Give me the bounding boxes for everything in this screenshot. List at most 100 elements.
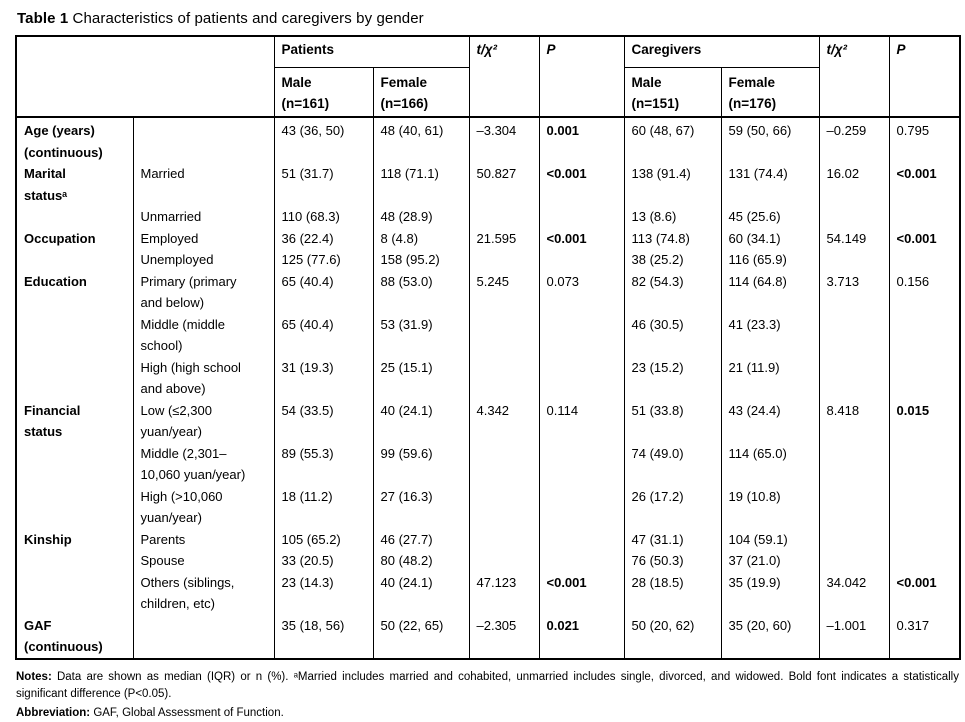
table-line: statusᵃ xyxy=(16,185,960,207)
data-cell xyxy=(624,593,721,615)
data-cell: 41 (23.3) xyxy=(721,314,819,336)
data-cell xyxy=(133,185,274,207)
patients-p-header: P xyxy=(539,36,624,117)
data-cell xyxy=(133,142,274,164)
data-cell: yuan/year) xyxy=(133,507,274,529)
data-cell: 21 (11.9) xyxy=(721,357,819,379)
data-cell xyxy=(889,357,960,379)
row-label-cell: Occupation xyxy=(16,228,133,250)
data-cell xyxy=(889,335,960,357)
data-cell: 65 (40.4) xyxy=(274,314,373,336)
data-cell xyxy=(624,421,721,443)
data-cell xyxy=(819,486,889,508)
table-line: (continuous) xyxy=(16,142,960,164)
data-cell xyxy=(819,507,889,529)
row-label-cell xyxy=(16,572,133,594)
data-cell: 35 (19.9) xyxy=(721,572,819,594)
data-cell: 158 (95.2) xyxy=(373,249,469,271)
data-cell: –0.259 xyxy=(819,117,889,142)
data-cell: Parents xyxy=(133,529,274,551)
row-label-cell xyxy=(16,314,133,336)
data-cell xyxy=(721,464,819,486)
data-cell: 80 (48.2) xyxy=(373,550,469,572)
data-cell xyxy=(539,443,624,465)
data-cell xyxy=(469,507,539,529)
row-label-cell xyxy=(16,443,133,465)
data-cell: Middle (2,301– xyxy=(133,443,274,465)
row-label-cell: (continuous) xyxy=(16,142,133,164)
notes-label: Notes: xyxy=(16,671,52,683)
data-cell xyxy=(469,335,539,357)
table-header: Patients t/χ² P Caregivers t/χ² P Male (… xyxy=(16,36,960,117)
data-cell xyxy=(624,142,721,164)
data-cell xyxy=(539,206,624,228)
data-cell xyxy=(373,142,469,164)
data-cell xyxy=(819,142,889,164)
data-cell xyxy=(469,421,539,443)
data-cell xyxy=(539,421,624,443)
data-cell: 43 (24.4) xyxy=(721,400,819,422)
data-cell: 38 (25.2) xyxy=(624,249,721,271)
data-cell: 74 (49.0) xyxy=(624,443,721,465)
data-cell: 46 (30.5) xyxy=(624,314,721,336)
data-cell xyxy=(889,464,960,486)
row-label-cell: Age (years) xyxy=(16,117,133,142)
data-cell xyxy=(469,185,539,207)
data-cell: 54 (33.5) xyxy=(274,400,373,422)
data-cell xyxy=(819,636,889,659)
data-cell xyxy=(469,249,539,271)
data-cell xyxy=(373,378,469,400)
data-cell: 23 (15.2) xyxy=(624,357,721,379)
data-cell xyxy=(373,507,469,529)
data-cell: 118 (71.1) xyxy=(373,163,469,185)
caregivers-group-header: Caregivers xyxy=(624,36,819,68)
table-title: Table 1 Characteristics of patients and … xyxy=(17,10,959,27)
row-label-cell xyxy=(16,292,133,314)
data-cell: 5.245 xyxy=(469,271,539,293)
data-cell: 51 (31.7) xyxy=(274,163,373,185)
data-cell: –3.304 xyxy=(469,117,539,142)
data-cell xyxy=(373,292,469,314)
header-row-groups: Patients t/χ² P Caregivers t/χ² P xyxy=(16,36,960,68)
data-cell xyxy=(373,335,469,357)
data-cell xyxy=(889,421,960,443)
caregivers-male-header: Male (n=151) xyxy=(624,68,721,118)
data-cell xyxy=(539,185,624,207)
data-cell xyxy=(539,593,624,615)
data-cell: 47 (31.1) xyxy=(624,529,721,551)
data-cell: 23 (14.3) xyxy=(274,572,373,594)
data-cell: 0.114 xyxy=(539,400,624,422)
data-cell: 36 (22.4) xyxy=(274,228,373,250)
data-cell: 25 (15.1) xyxy=(373,357,469,379)
data-cell: Unmarried xyxy=(133,206,274,228)
data-cell: 13 (8.6) xyxy=(624,206,721,228)
data-cell: 99 (59.6) xyxy=(373,443,469,465)
data-cell xyxy=(889,636,960,659)
data-cell xyxy=(819,421,889,443)
table-line: and below) xyxy=(16,292,960,314)
table-line: children, etc) xyxy=(16,593,960,615)
data-cell: 88 (53.0) xyxy=(373,271,469,293)
data-cell xyxy=(469,464,539,486)
data-cell: 0.317 xyxy=(889,615,960,637)
data-cell: 82 (54.3) xyxy=(624,271,721,293)
data-cell xyxy=(274,421,373,443)
data-cell: 116 (65.9) xyxy=(721,249,819,271)
data-cell: Unemployed xyxy=(133,249,274,271)
data-cell: 65 (40.4) xyxy=(274,271,373,293)
data-cell xyxy=(469,314,539,336)
caregivers-female-label: Female xyxy=(729,72,816,93)
data-cell xyxy=(539,142,624,164)
row-label-cell: status xyxy=(16,421,133,443)
row-label-cell xyxy=(16,357,133,379)
data-cell xyxy=(469,357,539,379)
data-cell: 110 (68.3) xyxy=(274,206,373,228)
caregivers-female-header: Female (n=176) xyxy=(721,68,819,118)
data-cell: 0.021 xyxy=(539,615,624,637)
data-cell xyxy=(624,185,721,207)
table-title-prefix: Table 1 xyxy=(17,10,68,27)
